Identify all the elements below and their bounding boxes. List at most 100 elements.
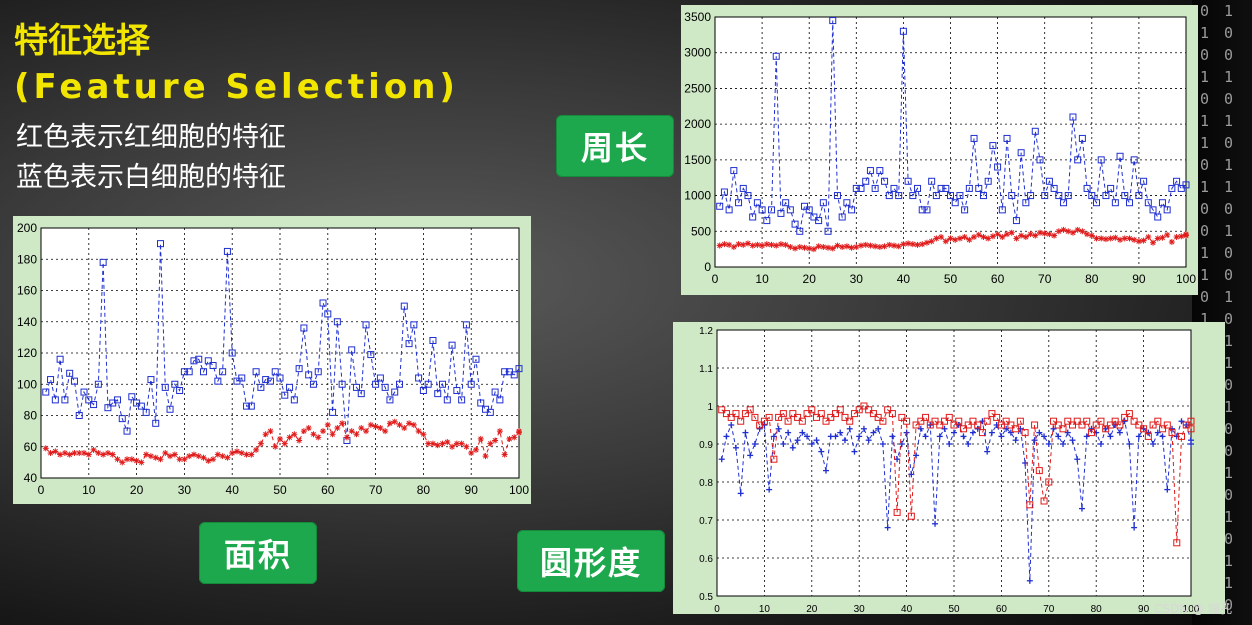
series-point (42, 445, 49, 452)
y-tick-label: 3500 (684, 10, 711, 24)
series-point (775, 413, 783, 421)
series-point (799, 429, 806, 436)
series-point (723, 433, 730, 440)
series-point (180, 368, 188, 376)
series-point (462, 321, 470, 329)
series-point (829, 245, 836, 252)
x-tick-label: 40 (901, 604, 913, 614)
series-point (898, 413, 906, 421)
series-point (281, 391, 289, 399)
series-point (782, 241, 789, 248)
series-point (1159, 234, 1166, 241)
series-point (965, 441, 972, 447)
series-point (501, 451, 508, 458)
series-point (467, 380, 475, 388)
series-point (819, 199, 827, 207)
series-point (780, 441, 787, 447)
series-point (295, 365, 303, 373)
x-tick-label: 80 (1085, 272, 1099, 286)
series-point (348, 428, 355, 435)
series-point (885, 192, 893, 200)
series-point (1007, 421, 1015, 429)
series-point (381, 383, 389, 391)
series-point (833, 192, 841, 200)
series-point (1004, 231, 1011, 238)
series-point (262, 376, 270, 384)
series-point (1083, 417, 1091, 425)
series-point (396, 380, 403, 388)
series-point (753, 199, 761, 207)
series-point (162, 450, 169, 456)
series-point (1051, 232, 1058, 239)
series-point (890, 242, 897, 249)
series-point (429, 337, 437, 344)
series-point (1149, 421, 1157, 429)
series-point (794, 437, 801, 444)
series-point (320, 428, 327, 435)
series-point (749, 242, 756, 249)
x-tick-label: 50 (948, 604, 960, 614)
series-point (1074, 226, 1081, 233)
series-point (903, 429, 910, 436)
series-point (113, 396, 121, 404)
series-point (899, 27, 907, 35)
series-point (850, 410, 858, 418)
series-point (506, 435, 513, 442)
series-point (823, 467, 830, 474)
x-tick-label: 10 (759, 604, 771, 614)
y-tick-label: 160 (17, 284, 37, 298)
series-point (1088, 232, 1095, 239)
series-point (955, 417, 963, 425)
x-tick-label: 70 (1043, 604, 1055, 614)
series-point (879, 441, 886, 447)
series-point (922, 413, 930, 421)
series-point (118, 415, 126, 423)
series-point (439, 440, 446, 447)
series-point (291, 431, 298, 438)
series-point (1154, 417, 1162, 425)
series-point (770, 455, 778, 463)
series-point (1031, 421, 1039, 429)
series-point (964, 421, 972, 429)
series-point (1125, 410, 1133, 418)
perimeter-badge: 周长 (556, 115, 674, 177)
series-point (1112, 234, 1119, 241)
series-point (730, 167, 738, 175)
series-point (314, 368, 322, 376)
series-point (286, 383, 294, 391)
series-point (1040, 497, 1048, 505)
series-point (463, 443, 470, 450)
series-point (856, 433, 863, 440)
series-point (415, 428, 422, 435)
series-point (763, 217, 771, 225)
series-point (777, 209, 785, 217)
series-point (1088, 192, 1096, 200)
series-point (66, 451, 73, 458)
series-point (195, 355, 203, 363)
series-point (1079, 228, 1086, 235)
series-point (960, 433, 967, 440)
series-point (919, 241, 926, 248)
series-point (988, 429, 995, 436)
series-point (1060, 441, 1067, 447)
series-point (754, 241, 761, 248)
series-point (865, 406, 873, 414)
series-point (152, 419, 160, 427)
series-point (152, 454, 159, 461)
series-point (324, 310, 332, 318)
series-point (1154, 429, 1161, 436)
series-point (290, 396, 298, 404)
series-point (1083, 184, 1091, 192)
y-tick-label: 1.2 (699, 326, 713, 337)
series-point (1159, 425, 1167, 433)
x-tick-label: 80 (1091, 604, 1103, 614)
series-point (124, 456, 131, 463)
series-point (903, 417, 911, 425)
series-point (477, 435, 484, 442)
series-point (243, 402, 251, 410)
series-point (907, 512, 915, 520)
series-point (933, 235, 940, 242)
series-point (66, 369, 74, 377)
series-point (1088, 425, 1095, 432)
series-point (881, 243, 888, 250)
